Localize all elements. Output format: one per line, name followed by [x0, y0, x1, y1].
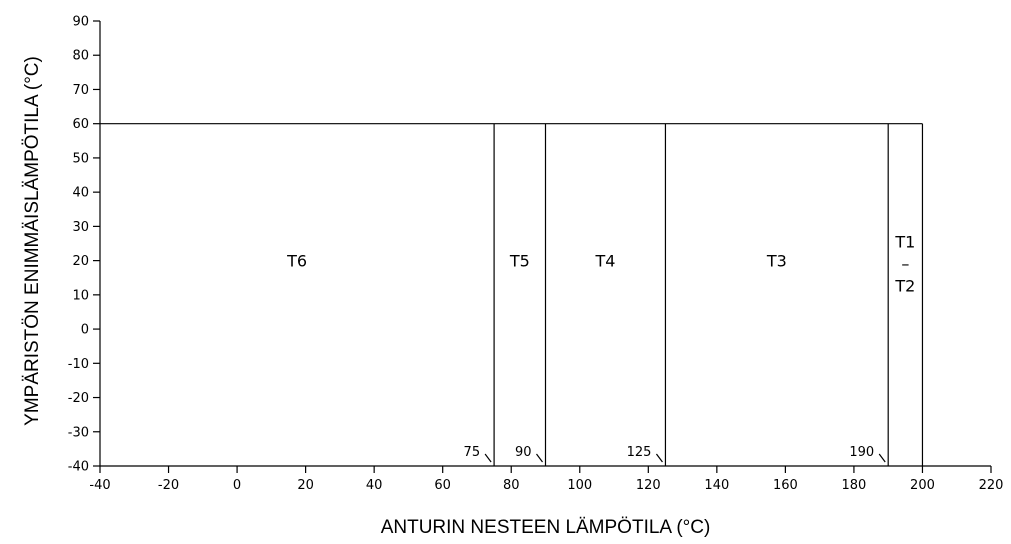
boundary-marker-tick: [484, 453, 492, 463]
y-tick-label: 70: [72, 83, 89, 98]
boundary-marker-label: 90: [515, 445, 532, 460]
x-tick-label: -40: [89, 478, 110, 493]
y-tick-label: 30: [72, 220, 89, 235]
zone-label: T1: [894, 233, 915, 252]
x-tick-label: 120: [636, 478, 661, 493]
x-tick-label: 160: [773, 478, 798, 493]
x-tick-label: 200: [910, 478, 935, 493]
zone-label: T2: [894, 277, 915, 296]
zone-label: T4: [594, 252, 615, 271]
boundary-marker-tick: [878, 453, 886, 463]
x-tick-label: -20: [158, 478, 179, 493]
x-tick-label: 80: [503, 478, 520, 493]
boundary-markers: 75 90 125 190: [464, 445, 886, 463]
y-tick-label: 20: [72, 254, 89, 269]
x-tick-label: 40: [366, 478, 383, 493]
y-tick-label: 10: [72, 288, 89, 303]
boundary-marker-label: 75: [464, 445, 481, 460]
boundary-marker-label: 190: [849, 445, 874, 460]
y-tick-label: -10: [68, 357, 89, 372]
zone-label: –: [901, 255, 909, 274]
y-axis-ticks: 90 80 70 60 50 40 30 20 10 0 -10 -20 -30 -40: [68, 15, 100, 475]
boundary-marker-label: 125: [627, 445, 652, 460]
x-tick-label: 140: [704, 478, 729, 493]
y-tick-label: -30: [68, 425, 89, 440]
x-axis-title: ANTURIN NESTEEN LÄMPÖTILA (°C): [381, 517, 711, 538]
zone-region: T6 T5 T4 T3 T1 – T2: [100, 123, 924, 466]
zone-label: T6: [286, 252, 307, 271]
boundary-marker-tick: [536, 453, 543, 463]
x-tick-label: 0: [233, 478, 241, 493]
zone-label: T3: [766, 252, 787, 271]
y-axis-title: YMPÄRISTÖN ENIMMÄISLÄMPÖTILA (°C): [22, 56, 43, 426]
x-tick-label: 100: [567, 478, 592, 493]
y-tick-label: 0: [81, 323, 89, 338]
x-tick-label: 20: [297, 478, 314, 493]
x-axis-ticks: -40 -20 0 20 40 60 80 100 120 140 160 180 200 220: [89, 466, 1003, 493]
y-tick-label: 80: [72, 49, 89, 64]
x-tick-label: 220: [979, 478, 1004, 493]
x-tick-label: 60: [434, 478, 451, 493]
zone-label: T5: [509, 252, 530, 271]
x-tick-label: 180: [842, 478, 867, 493]
boundary-marker-tick: [655, 453, 663, 463]
y-tick-label: 60: [72, 117, 89, 132]
y-tick-label: 50: [72, 151, 89, 166]
y-tick-label: 90: [72, 15, 89, 30]
y-tick-label: -40: [68, 460, 89, 475]
y-tick-label: 40: [72, 186, 89, 201]
y-tick-label: -20: [68, 391, 89, 406]
